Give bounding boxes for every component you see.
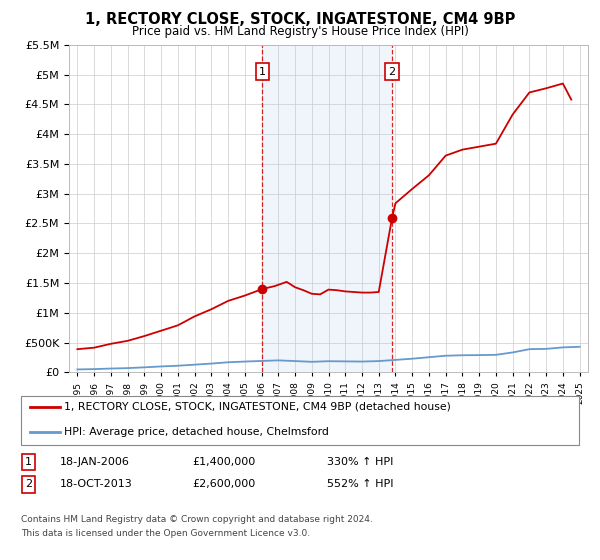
- Text: 1: 1: [25, 457, 32, 467]
- Text: 1: 1: [259, 67, 266, 77]
- Text: This data is licensed under the Open Government Licence v3.0.: This data is licensed under the Open Gov…: [21, 529, 310, 538]
- Text: 18-JAN-2006: 18-JAN-2006: [60, 457, 130, 467]
- Text: HPI: Average price, detached house, Chelmsford: HPI: Average price, detached house, Chel…: [64, 427, 329, 437]
- Text: £2,600,000: £2,600,000: [192, 479, 255, 489]
- Text: Contains HM Land Registry data © Crown copyright and database right 2024.: Contains HM Land Registry data © Crown c…: [21, 515, 373, 524]
- Text: Price paid vs. HM Land Registry's House Price Index (HPI): Price paid vs. HM Land Registry's House …: [131, 25, 469, 38]
- Text: 2: 2: [25, 479, 32, 489]
- Text: 330% ↑ HPI: 330% ↑ HPI: [327, 457, 394, 467]
- Bar: [262, 45, 392, 372]
- Text: 552% ↑ HPI: 552% ↑ HPI: [327, 479, 394, 489]
- Text: 2: 2: [389, 67, 395, 77]
- Text: 1, RECTORY CLOSE, STOCK, INGATESTONE, CM4 9BP: 1, RECTORY CLOSE, STOCK, INGATESTONE, CM…: [85, 12, 515, 27]
- Text: £1,400,000: £1,400,000: [192, 457, 255, 467]
- Text: 18-OCT-2013: 18-OCT-2013: [60, 479, 133, 489]
- Text: 1, RECTORY CLOSE, STOCK, INGATESTONE, CM4 9BP (detached house): 1, RECTORY CLOSE, STOCK, INGATESTONE, CM…: [64, 402, 451, 412]
